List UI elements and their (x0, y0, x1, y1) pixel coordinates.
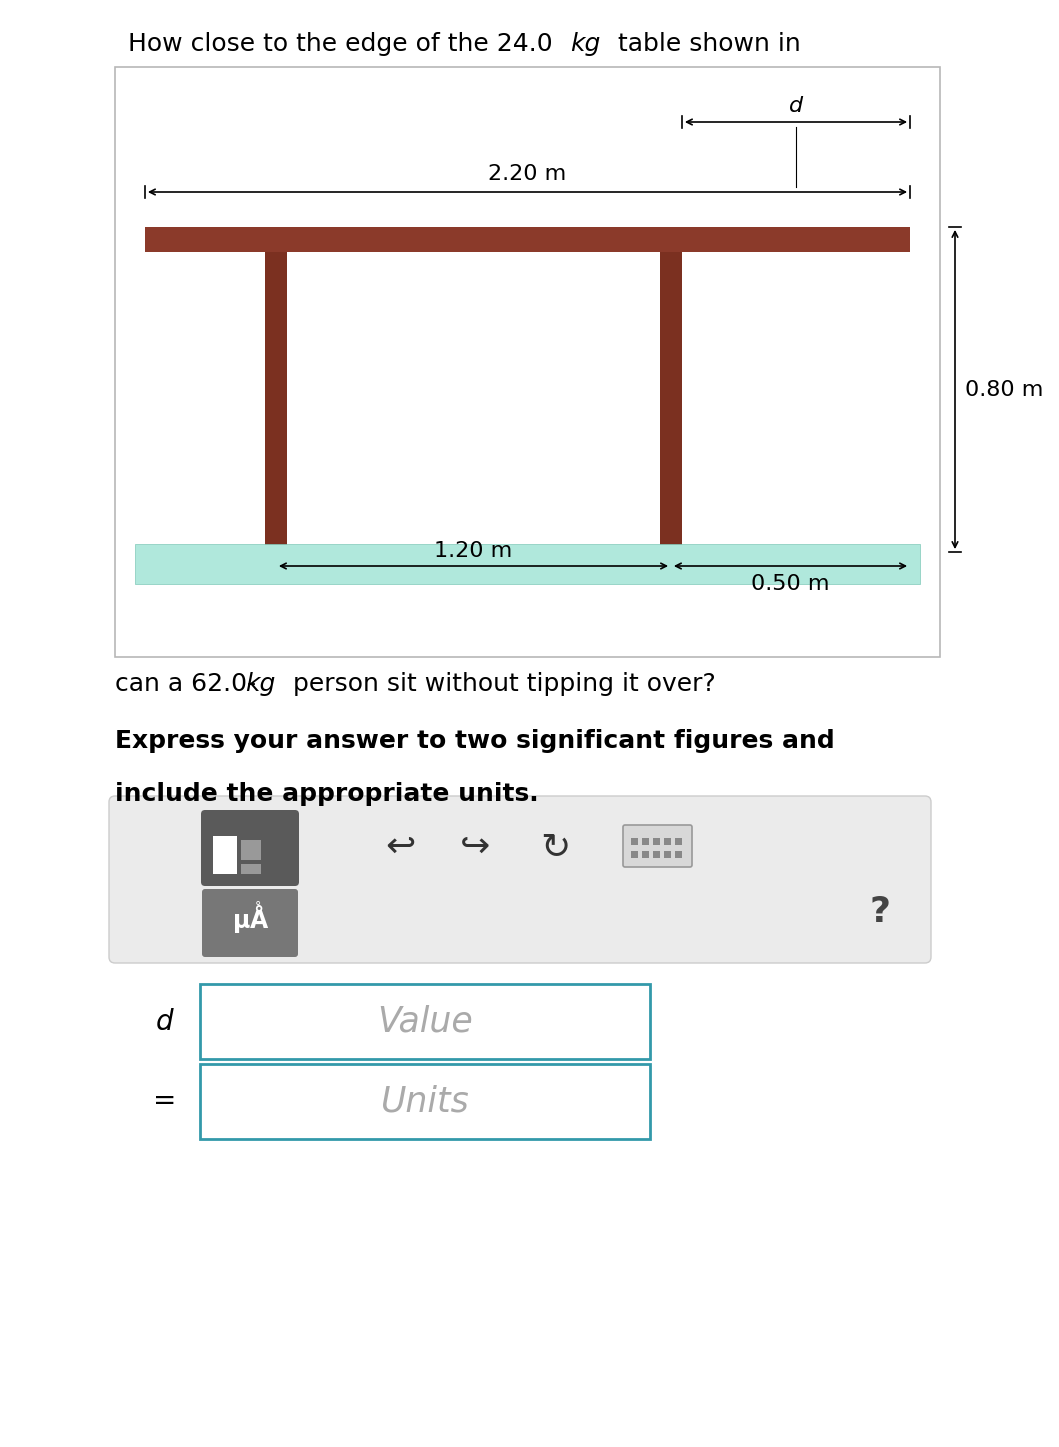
Bar (653, 838, 660, 845)
FancyBboxPatch shape (623, 825, 692, 867)
Text: Express your answer to two significant figures and: Express your answer to two significant f… (115, 729, 834, 752)
FancyBboxPatch shape (202, 888, 298, 956)
Text: 1.20 m: 1.20 m (434, 541, 513, 561)
Text: Å: Å (250, 909, 268, 933)
Text: °: ° (255, 900, 262, 913)
Bar (241, 841, 261, 860)
Text: 2.20 m: 2.20 m (488, 164, 567, 184)
Text: d: d (156, 1007, 174, 1036)
Text: =: = (154, 1088, 177, 1116)
Bar (653, 851, 660, 858)
Bar (134, 544, 920, 585)
Bar (642, 838, 649, 845)
Text: ↪: ↪ (460, 831, 490, 864)
Bar (631, 851, 638, 858)
Text: table shown in: table shown in (610, 32, 801, 56)
Bar (664, 851, 671, 858)
Bar (642, 851, 649, 858)
Bar (664, 838, 671, 845)
Text: ↩: ↩ (384, 831, 415, 864)
Text: 0.80 m: 0.80 m (965, 379, 1043, 399)
Text: 0.50 m: 0.50 m (751, 574, 830, 595)
Text: d: d (789, 96, 803, 116)
Text: Units: Units (380, 1084, 469, 1119)
Text: person sit without tipping it over?: person sit without tipping it over? (285, 671, 716, 696)
Bar (213, 836, 237, 874)
FancyBboxPatch shape (201, 810, 299, 886)
Text: kg: kg (245, 671, 275, 696)
Text: ↻: ↻ (540, 831, 570, 864)
Bar (265, 252, 287, 551)
Text: How close to the edge of the 24.0: How close to the edge of the 24.0 (128, 32, 569, 56)
Bar (675, 838, 682, 845)
Text: include the appropriate units.: include the appropriate units. (115, 781, 539, 806)
Bar (115, 67, 940, 657)
FancyBboxPatch shape (109, 796, 931, 964)
Bar (200, 1064, 650, 1139)
Bar (675, 851, 682, 858)
Bar (241, 864, 261, 874)
Text: ?: ? (869, 896, 891, 929)
Text: μ: μ (233, 909, 250, 933)
Text: Value: Value (377, 1004, 473, 1039)
Bar (200, 984, 650, 1059)
Bar (631, 838, 638, 845)
Text: can a 62.0-: can a 62.0- (115, 671, 256, 696)
Bar (145, 227, 910, 252)
Bar (660, 252, 682, 551)
Text: kg: kg (570, 32, 600, 56)
